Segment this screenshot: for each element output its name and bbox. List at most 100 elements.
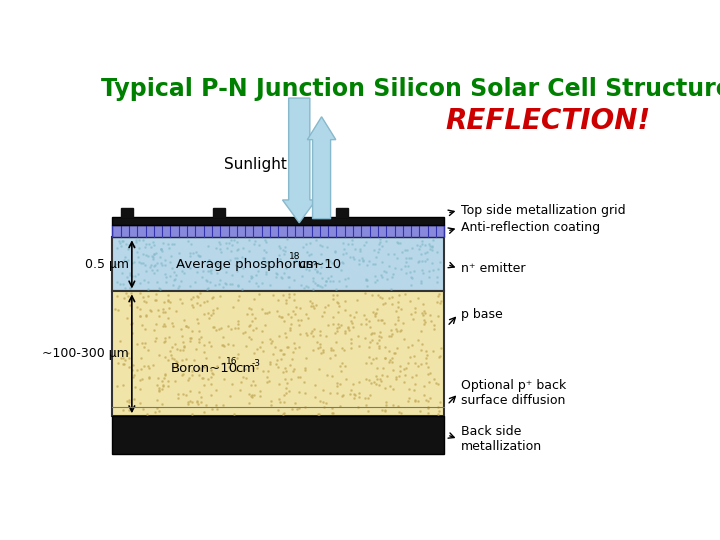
Point: [324, 234, 333, 241]
Point: [266, 221, 274, 228]
Point: [324, 221, 333, 228]
Point: [390, 234, 399, 241]
Point: [440, 221, 449, 228]
Point: [382, 221, 390, 228]
Point: [432, 234, 441, 241]
Point: [282, 234, 291, 241]
Point: [158, 234, 166, 241]
Point: [365, 221, 374, 228]
Point: [174, 221, 183, 228]
Point: [183, 221, 192, 228]
Bar: [112, 416, 444, 454]
Point: [108, 234, 117, 241]
Point: [150, 221, 158, 228]
Text: cm: cm: [235, 362, 256, 375]
Point: [249, 234, 258, 241]
Point: [407, 234, 415, 241]
Text: -3: -3: [252, 359, 261, 368]
Point: [332, 221, 341, 228]
Bar: [112, 238, 444, 292]
Point: [282, 221, 291, 228]
Text: p base: p base: [461, 308, 503, 321]
Point: [191, 234, 199, 241]
Text: cm: cm: [298, 258, 318, 271]
Point: [158, 221, 166, 228]
Point: [224, 234, 233, 241]
Point: [183, 234, 192, 241]
Bar: [112, 218, 444, 225]
Point: [266, 234, 274, 241]
Point: [274, 221, 283, 228]
Point: [174, 234, 183, 241]
Point: [141, 221, 150, 228]
Point: [382, 234, 390, 241]
Point: [207, 234, 216, 241]
Point: [216, 234, 225, 241]
Bar: [112, 292, 444, 416]
Point: [407, 221, 415, 228]
Point: [299, 221, 307, 228]
Point: [166, 234, 175, 241]
Point: [199, 234, 208, 241]
Point: [117, 234, 125, 241]
Point: [398, 234, 407, 241]
Point: [398, 221, 407, 228]
Point: [341, 221, 349, 228]
Bar: [336, 208, 348, 218]
Point: [133, 234, 142, 241]
Bar: [213, 208, 225, 218]
Point: [216, 221, 225, 228]
Text: 18: 18: [289, 252, 301, 261]
Text: 16: 16: [225, 357, 237, 366]
Bar: [121, 208, 133, 218]
Point: [125, 234, 133, 241]
Text: Anti-reflection coating: Anti-reflection coating: [461, 221, 600, 234]
Point: [374, 234, 382, 241]
Text: n⁺ emitter: n⁺ emitter: [461, 262, 526, 275]
Text: REFLECTION!: REFLECTION!: [445, 107, 650, 135]
Point: [432, 221, 441, 228]
Point: [307, 221, 316, 228]
Point: [415, 221, 424, 228]
Point: [274, 234, 283, 241]
Point: [233, 221, 241, 228]
Point: [291, 234, 300, 241]
Point: [423, 221, 432, 228]
Point: [166, 221, 175, 228]
Point: [365, 234, 374, 241]
Point: [440, 234, 449, 241]
Point: [207, 221, 216, 228]
Point: [348, 221, 357, 228]
Point: [374, 221, 382, 228]
Text: Typical P-N Junction Silicon Solar Cell Structure: Typical P-N Junction Silicon Solar Cell …: [101, 77, 720, 102]
Bar: [112, 225, 444, 238]
Text: Optional p⁺ back
surface diffusion: Optional p⁺ back surface diffusion: [461, 379, 567, 407]
Point: [240, 221, 249, 228]
Point: [415, 234, 424, 241]
Text: 0.5 μm: 0.5 μm: [85, 258, 129, 271]
Point: [199, 221, 208, 228]
Point: [332, 234, 341, 241]
Point: [233, 234, 241, 241]
Point: [117, 221, 125, 228]
Point: [315, 221, 324, 228]
Point: [258, 234, 266, 241]
Point: [348, 234, 357, 241]
Point: [315, 234, 324, 241]
Text: Average phosphorus~10: Average phosphorus~10: [176, 258, 341, 271]
Point: [224, 221, 233, 228]
Point: [299, 234, 307, 241]
Text: ~100-300 μm: ~100-300 μm: [42, 347, 129, 360]
Point: [108, 221, 117, 228]
Point: [133, 221, 142, 228]
Point: [249, 221, 258, 228]
Point: [150, 234, 158, 241]
Point: [307, 234, 316, 241]
Point: [423, 234, 432, 241]
Point: [341, 234, 349, 241]
Point: [240, 234, 249, 241]
Text: Sunlight: Sunlight: [224, 157, 287, 172]
Text: Boron~10: Boron~10: [171, 362, 238, 375]
Point: [390, 221, 399, 228]
Point: [258, 221, 266, 228]
